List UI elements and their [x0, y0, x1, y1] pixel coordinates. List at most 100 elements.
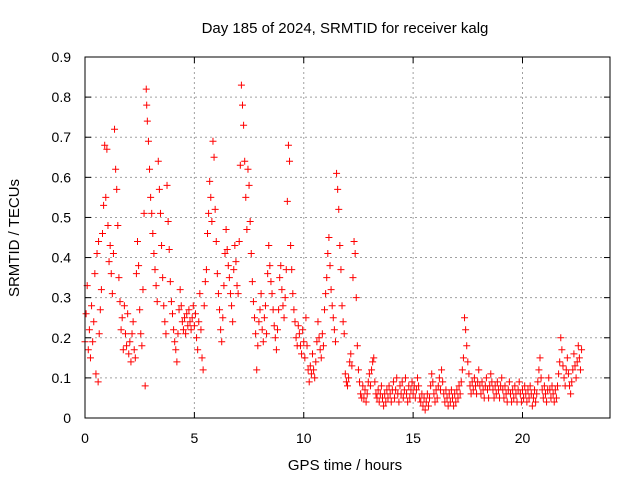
y-tick-label: 0 [63, 410, 71, 426]
data-point [89, 338, 97, 346]
data-point [426, 394, 434, 402]
data-point [84, 346, 92, 354]
data-point [540, 382, 548, 390]
data-point [162, 330, 170, 338]
data-point [195, 318, 203, 326]
data-point [362, 398, 370, 406]
data-point [539, 394, 547, 402]
data-point [301, 354, 309, 362]
data-point [151, 266, 159, 274]
data-point [314, 318, 322, 326]
data-point [183, 310, 191, 318]
data-point [198, 354, 206, 362]
data-point [207, 193, 215, 201]
y-tick-label: 0.2 [52, 330, 72, 346]
data-point [371, 378, 379, 386]
data-point [85, 326, 93, 334]
data-point [415, 382, 423, 390]
data-point [534, 378, 542, 386]
data-point [212, 238, 220, 246]
data-point [453, 386, 461, 394]
grid-layer [85, 57, 610, 418]
data-point [337, 266, 345, 274]
y-tick-label: 0.3 [52, 290, 72, 306]
data-point [558, 346, 566, 354]
data-point [136, 306, 144, 314]
data-point [351, 250, 359, 258]
data-point [257, 290, 265, 298]
data-point [216, 306, 224, 314]
data-point [393, 374, 401, 382]
data-point [244, 165, 252, 173]
data-point [251, 314, 259, 322]
data-point [243, 225, 251, 233]
data-point [158, 242, 166, 250]
data-point [197, 326, 205, 334]
data-point [256, 306, 264, 314]
data-point [319, 342, 327, 350]
data-point [560, 374, 568, 382]
data-point [316, 346, 324, 354]
data-point [439, 378, 447, 386]
data-point [134, 238, 141, 246]
data-point [392, 386, 400, 394]
data-point [408, 378, 416, 386]
data-point [163, 181, 171, 189]
data-point [217, 326, 225, 334]
data-point [348, 362, 356, 370]
data-point [271, 334, 279, 342]
data-point [500, 394, 508, 402]
data-point [104, 221, 112, 229]
data-point [279, 302, 287, 310]
data-point [248, 278, 256, 286]
data-point [189, 302, 197, 310]
data-point [253, 366, 261, 374]
data-point [126, 338, 134, 346]
data-point [567, 390, 575, 398]
data-point [389, 378, 397, 386]
x-tick-label: 5 [190, 430, 198, 446]
data-point [433, 394, 441, 402]
data-point [455, 382, 463, 390]
data-point [535, 366, 543, 374]
data-point [102, 193, 110, 201]
data-point [375, 398, 383, 406]
y-tick-label: 0.1 [52, 370, 72, 386]
data-point [364, 378, 372, 386]
data-point [341, 370, 349, 378]
data-point [511, 382, 519, 390]
data-point [524, 386, 532, 394]
data-point [429, 378, 437, 386]
data-point [428, 370, 436, 378]
data-point [318, 330, 326, 338]
data-point [287, 242, 295, 250]
data-point [306, 362, 314, 370]
y-tick-label: 0.8 [52, 89, 72, 105]
data-point [510, 394, 518, 402]
data-point [302, 314, 310, 322]
data-point [576, 366, 584, 374]
data-point [487, 370, 495, 378]
data-point [386, 390, 394, 398]
data-point [385, 382, 393, 390]
data-point [191, 310, 199, 318]
data-point [178, 318, 186, 326]
data-point [452, 398, 460, 406]
data-point [459, 354, 467, 362]
data-point [230, 266, 238, 274]
data-point [298, 350, 306, 358]
data-point [335, 205, 343, 213]
data-point [395, 398, 403, 406]
data-point [570, 350, 578, 358]
data-point [129, 318, 137, 326]
data-point [505, 378, 513, 386]
data-point [493, 378, 501, 386]
data-point [224, 262, 232, 270]
y-tick-label: 0.7 [52, 129, 72, 145]
data-point [354, 366, 362, 374]
data-point [260, 314, 268, 322]
data-point [461, 314, 469, 322]
data-point [131, 354, 139, 362]
data-point [353, 342, 361, 350]
axis-ticks: 0 0.1 0.2 0.3 0.4 0.5 0.6 0.7 0.8 0.9 0 5 10 15 20 [52, 49, 610, 446]
